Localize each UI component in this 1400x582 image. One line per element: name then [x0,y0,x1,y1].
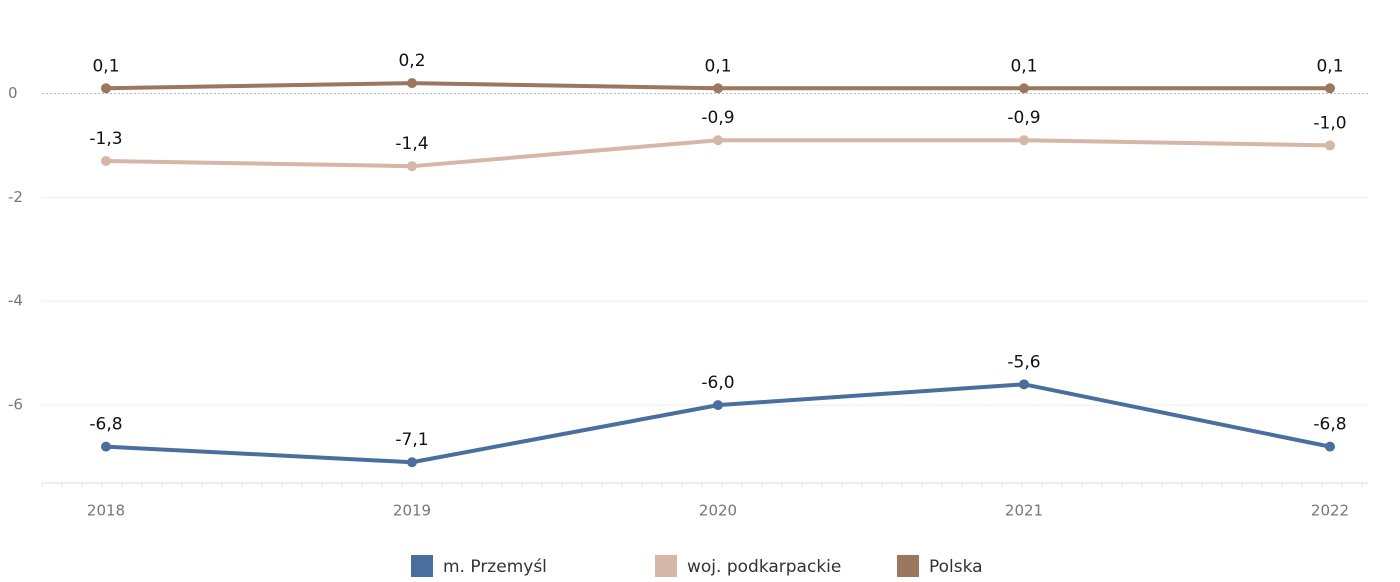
value-label: -6,0 [701,373,734,393]
point [101,441,111,452]
value-label: -6,8 [1313,415,1346,435]
value-label: -0,9 [701,108,734,128]
legend-swatch [897,555,919,577]
value-label: 0,1 [704,56,731,76]
y-tick-label: 0 [8,84,18,102]
point [1325,140,1335,151]
point [1019,379,1029,390]
point [1325,441,1335,452]
point [407,161,417,172]
point [1019,83,1029,94]
point [101,156,111,166]
point [1019,135,1029,146]
point [1325,83,1335,94]
series-line [105,382,1331,465]
x-tick-label: 2022 [1311,502,1349,520]
point [407,78,417,89]
legend-label: woj. podkarpackie [687,557,841,577]
point [713,400,723,411]
x-tick-label: 2020 [699,502,737,520]
x-tick-label: 2018 [87,502,125,520]
value-label: -0,9 [1007,108,1040,128]
value-label: 0,1 [92,56,119,76]
value-label: -1,3 [89,129,122,149]
y-tick-label: -4 [8,292,23,310]
legend-swatch [411,555,433,577]
point [713,83,723,94]
value-label: 0,2 [398,51,425,71]
value-label: 0,1 [1010,56,1037,76]
point [101,83,111,94]
value-label: -5,6 [1007,352,1040,372]
value-label: -1,4 [395,134,428,154]
value-label: -7,1 [395,430,428,450]
y-tick-label: -2 [8,188,23,206]
legend-label: m. Przemyśl [443,557,547,577]
value-label: -6,8 [89,415,122,435]
legend-swatch [655,555,677,577]
x-tick-label: 2019 [393,502,431,520]
point [407,457,417,468]
point [713,135,723,146]
value-label: -1,0 [1313,113,1346,133]
x-tick-label: 2021 [1005,502,1043,520]
legend-label: Polska [929,557,983,577]
value-label: 0,1 [1316,56,1343,76]
y-tick-label: -6 [8,396,23,414]
